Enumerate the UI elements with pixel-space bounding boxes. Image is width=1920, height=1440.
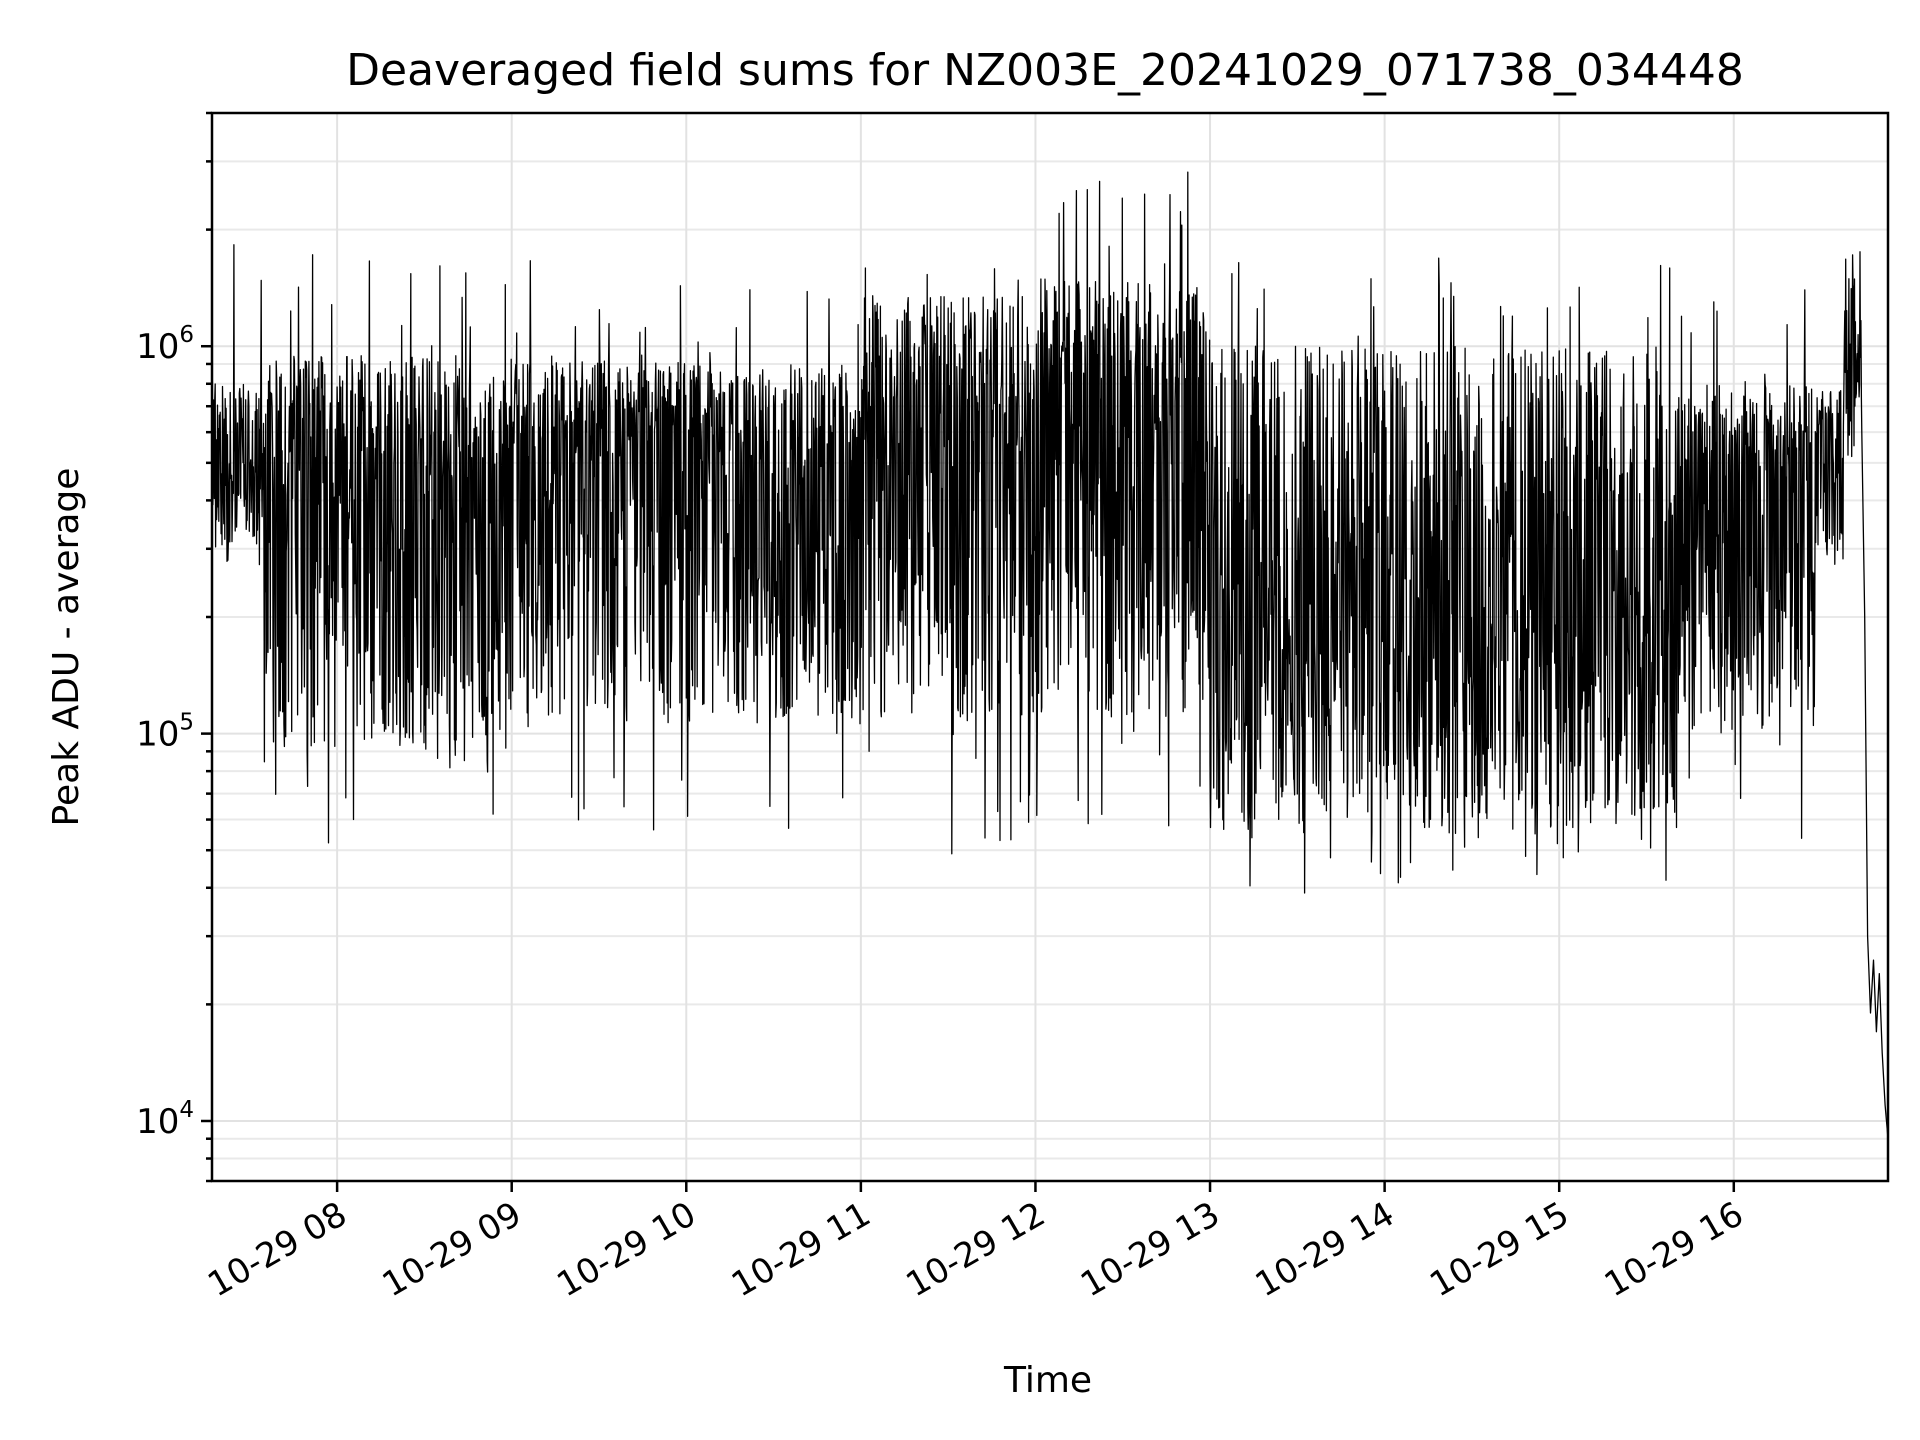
y-axis-label: Peak ADU - average bbox=[46, 468, 87, 827]
x-axis-label: Time bbox=[1003, 1360, 1092, 1401]
series-group bbox=[211, 171, 1889, 1139]
series-line bbox=[211, 171, 1889, 1139]
y-tick-label: 105 bbox=[136, 710, 194, 755]
y-tick-label: 106 bbox=[136, 322, 194, 367]
chart-title: Deaveraged field sums for NZ003E_2024102… bbox=[346, 45, 1744, 96]
y-tick-label: 104 bbox=[136, 1097, 194, 1142]
plot-frame bbox=[210, 111, 1890, 1183]
